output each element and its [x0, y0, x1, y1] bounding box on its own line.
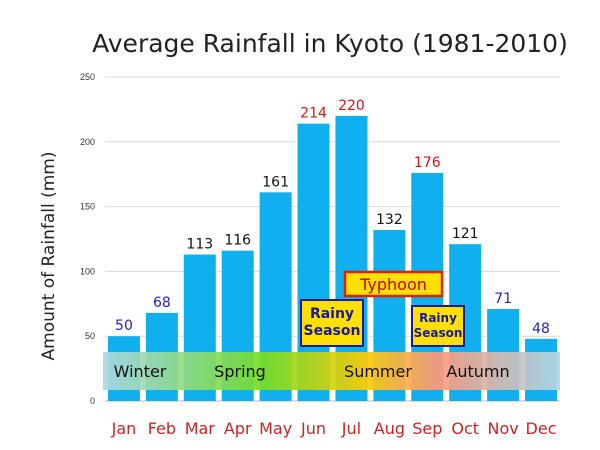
- data-label: 71: [494, 291, 512, 307]
- y-tick-label: 150: [80, 202, 95, 212]
- y-tick-label: 250: [80, 72, 95, 82]
- chart-title: Average Rainfall in Kyoto (1981-2010): [92, 29, 568, 58]
- x-tick-label: Feb: [148, 419, 176, 438]
- x-tick-label: Nov: [488, 419, 519, 438]
- x-tick-label: May: [259, 419, 292, 438]
- x-tick-label: Aug: [374, 419, 405, 438]
- y-tick-label: 200: [80, 137, 95, 147]
- gridlines: [105, 76, 560, 402]
- data-label: 116: [224, 233, 251, 249]
- x-tick-label: Sep: [412, 419, 442, 438]
- rainy-season-label: Rainy: [310, 306, 354, 322]
- data-labels: 50 68 113 116 161 214 220 132 176 121 71 48: [115, 98, 550, 337]
- data-label: 113: [186, 237, 213, 253]
- rainy-season-callout-box: [300, 299, 364, 347]
- x-tick-label: Jan: [111, 419, 137, 438]
- x-tick-label: Dec: [526, 419, 557, 438]
- y-tick-label: 50: [85, 331, 95, 341]
- x-tick-label: Mar: [185, 419, 216, 438]
- season-band: Winter Spring Summer Autumn: [103, 352, 560, 390]
- data-label: 50: [115, 318, 133, 334]
- rainy-season-callout-box: [411, 305, 465, 347]
- data-label: 176: [414, 155, 441, 171]
- season-label-autumn: Autumn: [446, 362, 509, 381]
- x-tick-label: Jun: [300, 419, 326, 438]
- data-label: 132: [376, 212, 403, 228]
- x-axis-ticks: Jan Feb Mar Apr May Jun Jul Aug Sep Oct Nov Dec: [111, 419, 557, 438]
- y-tick-label: 0: [90, 396, 95, 406]
- season-label-spring: Spring: [214, 362, 266, 381]
- x-tick-label: Oct: [451, 419, 479, 438]
- y-tick-label: 100: [80, 266, 95, 276]
- season-label-summer: Summer: [344, 362, 412, 381]
- data-label: 161: [262, 174, 289, 190]
- season-gradient-band: [103, 352, 560, 390]
- typhoon-callout-box: [343, 270, 444, 298]
- rainy-season-label: Rainy: [419, 311, 457, 325]
- data-label: 220: [338, 98, 365, 114]
- data-label: 121: [452, 226, 479, 242]
- rainy-season-label: Season: [304, 323, 361, 339]
- y-axis-ticks: 0 50 100 150 200 250: [80, 72, 95, 406]
- x-tick-label: Jul: [341, 419, 361, 438]
- season-label-winter: Winter: [114, 362, 167, 381]
- data-label: 214: [300, 106, 327, 122]
- data-label: 68: [153, 295, 171, 311]
- data-label: 48: [532, 321, 550, 337]
- rainy-season-label: Season: [414, 326, 463, 340]
- x-tick-label: Apr: [224, 419, 252, 438]
- typhoon-label: Typhoon: [359, 275, 427, 294]
- y-axis-label: Amount of Rainfall (mm): [39, 152, 59, 361]
